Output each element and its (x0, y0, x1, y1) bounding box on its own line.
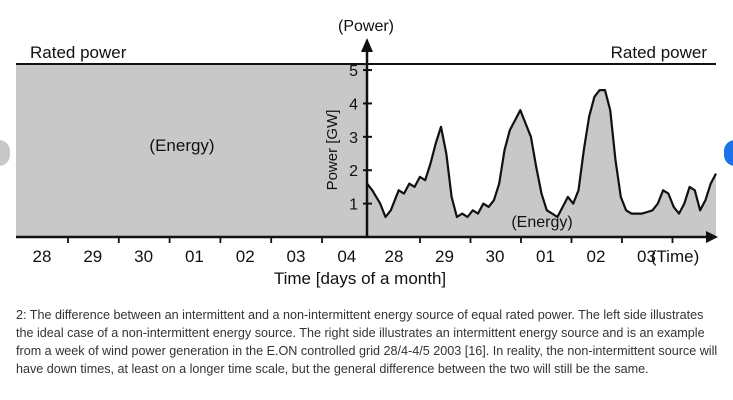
time-axis-label: (Time) (651, 247, 699, 266)
right-energy-area (367, 90, 716, 237)
power-axis-top-label: (Power) (338, 18, 394, 35)
y-tick-label: 5 (349, 63, 358, 80)
x-ticks-right: 28 29 30 01 02 03 (385, 237, 674, 266)
x-tick-label: 29 (83, 247, 102, 266)
x-tick-label: 03 (637, 247, 656, 266)
x-tick-label: 30 (486, 247, 505, 266)
x-axis-label: Time [days of a month] (274, 269, 446, 288)
y-tick-label: 1 (349, 197, 358, 214)
x-tick-label: 02 (587, 247, 606, 266)
right-energy-label: (Energy) (511, 214, 572, 231)
left-energy-area (16, 64, 367, 237)
y-tick-label: 4 (349, 96, 358, 113)
x-tick-label: 29 (435, 247, 454, 266)
x-tick-label: 04 (337, 247, 356, 266)
left-energy-label: (Energy) (149, 136, 214, 155)
rated-power-right-label: Rated power (611, 43, 708, 62)
x-tick-label: 28 (385, 247, 404, 266)
x-tick-label: 01 (185, 247, 204, 266)
y-axis-arrow-icon (361, 38, 373, 52)
x-tick-label: 30 (134, 247, 153, 266)
y-ticks: 1 2 3 4 5 (349, 63, 372, 214)
y-tick-label: 3 (349, 130, 358, 147)
rated-power-left-label: Rated power (30, 43, 127, 62)
y-axis-label: Power [GW] (324, 110, 341, 191)
x-tick-label: 02 (236, 247, 255, 266)
x-tick-label: 01 (536, 247, 555, 266)
x-ticks-left: 28 29 30 01 02 03 04 (33, 237, 356, 266)
x-tick-label: 03 (287, 247, 306, 266)
x-axis-arrow-icon (706, 231, 718, 243)
figure-caption: 2: The difference between an intermitten… (16, 308, 718, 376)
right-edge-nav-dot[interactable] (724, 140, 733, 166)
energy-comparison-chart: 1 2 3 4 5 28 29 30 01 02 03 04 28 29 30 01 02 03 (Power… (16, 18, 718, 288)
x-tick-label: 28 (33, 247, 52, 266)
right-power-curve (366, 89, 717, 219)
left-edge-nav-dot[interactable] (0, 140, 10, 166)
y-tick-label: 2 (349, 163, 358, 180)
